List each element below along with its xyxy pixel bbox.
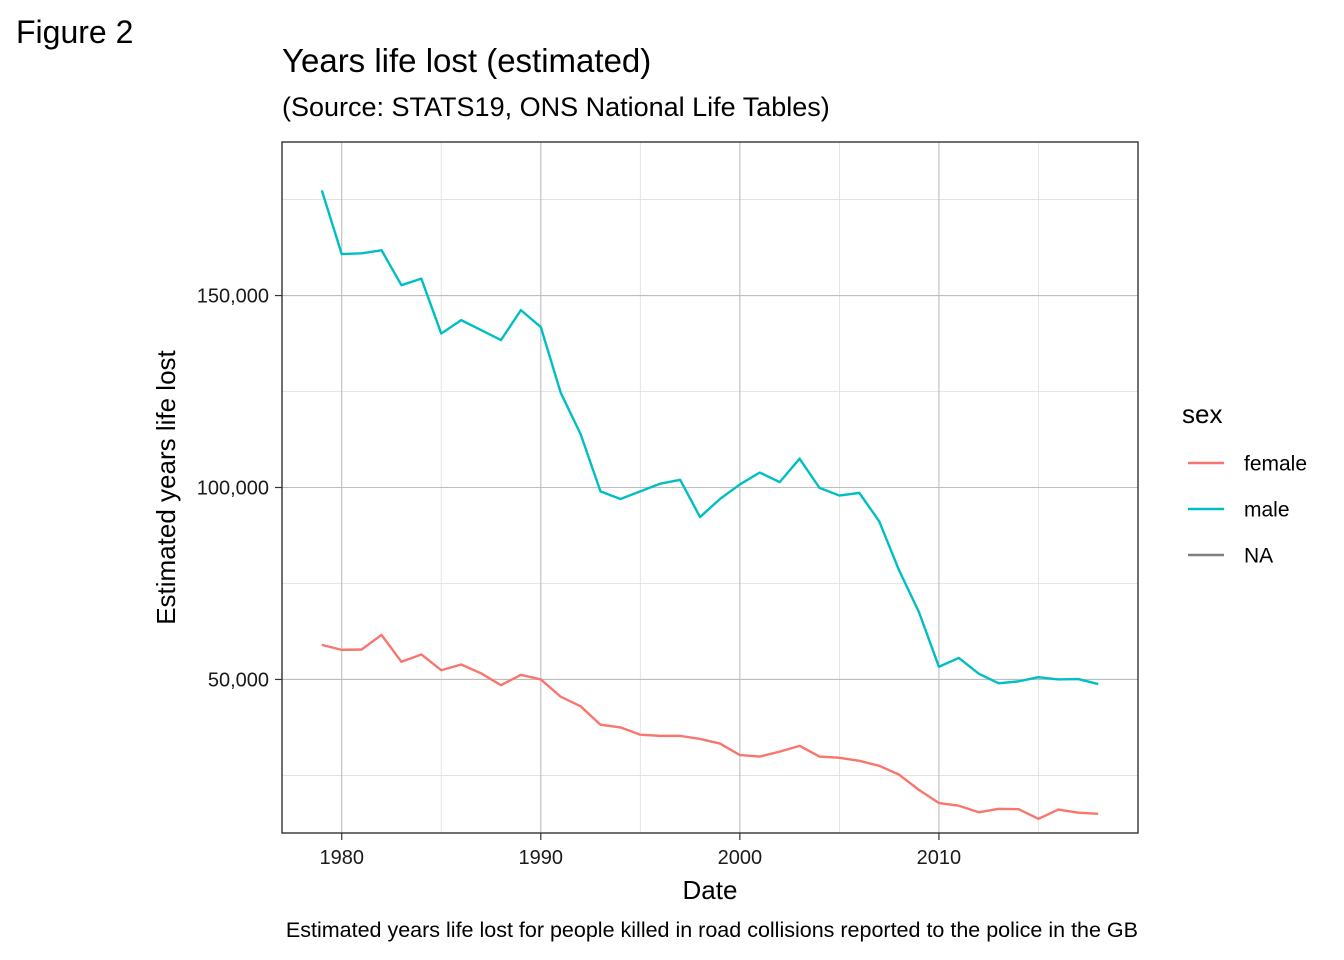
x-tick-label: 1980 — [319, 847, 364, 869]
x-tick-label: 2000 — [718, 847, 763, 869]
y-tick-label: 150,000 — [197, 286, 269, 308]
legend-label-female: female — [1244, 453, 1307, 476]
figure-label: Figure 2 — [16, 14, 134, 50]
legend-title: sex — [1182, 399, 1222, 429]
y-axis-title: Estimated years life lost — [151, 349, 181, 624]
chart-title: Years life lost (estimated) — [282, 42, 652, 79]
y-tick-label: 50,000 — [208, 669, 269, 691]
x-tick-label: 1990 — [519, 847, 564, 869]
x-axis: 1980 1990 2000 2010 — [319, 833, 961, 869]
legend: sex female male NA — [1182, 399, 1307, 568]
series-lines — [320, 190, 1099, 820]
chart-caption: Estimated years life lost for people kil… — [285, 918, 1138, 942]
y-tick-label: 100,000 — [197, 478, 269, 500]
y-axis: 50,000 100,000 150,000 — [197, 286, 282, 691]
major-gridlines — [282, 142, 1138, 833]
series-line-female — [321, 633, 1099, 820]
chart-subtitle: (Source: STATS19, ONS National Life Tabl… — [282, 92, 830, 122]
legend-label-male: male — [1244, 499, 1290, 522]
series-line-male — [320, 190, 1099, 686]
legend-label-NA: NA — [1244, 545, 1273, 568]
x-tick-label: 2010 — [917, 847, 962, 869]
x-axis-title: Date — [683, 875, 738, 905]
